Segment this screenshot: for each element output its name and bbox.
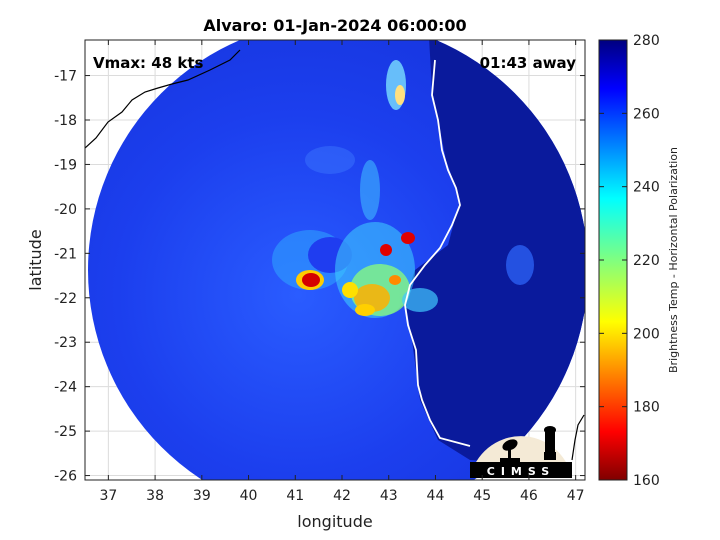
y-axis-ticks: -17 -18 -19 -20 -21 -22 -23 -24 -25 -26: [54, 69, 585, 485]
x-tick-label: 44: [427, 488, 445, 504]
colorbar-tick-label: 220: [633, 253, 660, 269]
colorbar-tick-label: 280: [633, 33, 660, 49]
y-tick-label: -18: [54, 113, 77, 129]
x-axis-ticks: 37 38 39 40 41 42 43 44 45 46 47: [99, 40, 585, 504]
y-tick-label: -25: [54, 424, 77, 440]
x-tick-label: 47: [567, 488, 585, 504]
x-tick-label: 41: [286, 488, 304, 504]
colorbar-tick-label: 180: [633, 400, 660, 416]
cimss-logo-text: CIMSS: [487, 465, 555, 478]
y-tick-label: -19: [54, 157, 77, 173]
time-offset-annotation: 01:43 away: [480, 54, 577, 72]
x-tick-label: 38: [146, 488, 164, 504]
x-tick-label: 40: [240, 488, 258, 504]
y-tick-label: -17: [54, 69, 77, 85]
colorbar-tick-label: 240: [633, 180, 660, 196]
y-tick-label: -21: [54, 246, 77, 262]
x-tick-label: 43: [380, 488, 398, 504]
x-tick-label: 37: [99, 488, 117, 504]
y-tick-label: -26: [54, 469, 77, 485]
madagascar-coast: [571, 414, 585, 461]
coastline: [404, 59, 471, 447]
colorbar-tick-label: 160: [633, 473, 660, 489]
plot-frame: [84, 39, 586, 481]
chart-title: Alvaro: 01-Jan-2024 06:00:00: [203, 16, 466, 35]
y-tick-label: -22: [54, 291, 77, 307]
y-tick-label: -24: [54, 380, 77, 396]
y-tick-label: -20: [54, 202, 77, 218]
y-axis-label: latitude: [26, 229, 45, 290]
x-tick-label: 45: [473, 488, 491, 504]
mainland-coast: [85, 49, 241, 149]
cimss-logo: CIMSS: [470, 426, 572, 478]
colorbar-tick-label: 200: [633, 326, 660, 342]
colorbar-ticks: 280 260 240 220 200 180 160: [599, 33, 660, 489]
rain-bands: [272, 60, 534, 318]
x-tick-label: 46: [520, 488, 538, 504]
y-tick-label: -23: [54, 335, 77, 351]
colorbar-tick-label: 260: [633, 106, 660, 122]
x-tick-label: 42: [333, 488, 351, 504]
x-tick-label: 39: [193, 488, 211, 504]
colorbar-label: Brightness Temp - Horizontal Polarizatio…: [667, 147, 680, 373]
x-axis-label: longitude: [297, 512, 372, 531]
vmax-annotation: Vmax: 48 kts: [93, 54, 203, 72]
